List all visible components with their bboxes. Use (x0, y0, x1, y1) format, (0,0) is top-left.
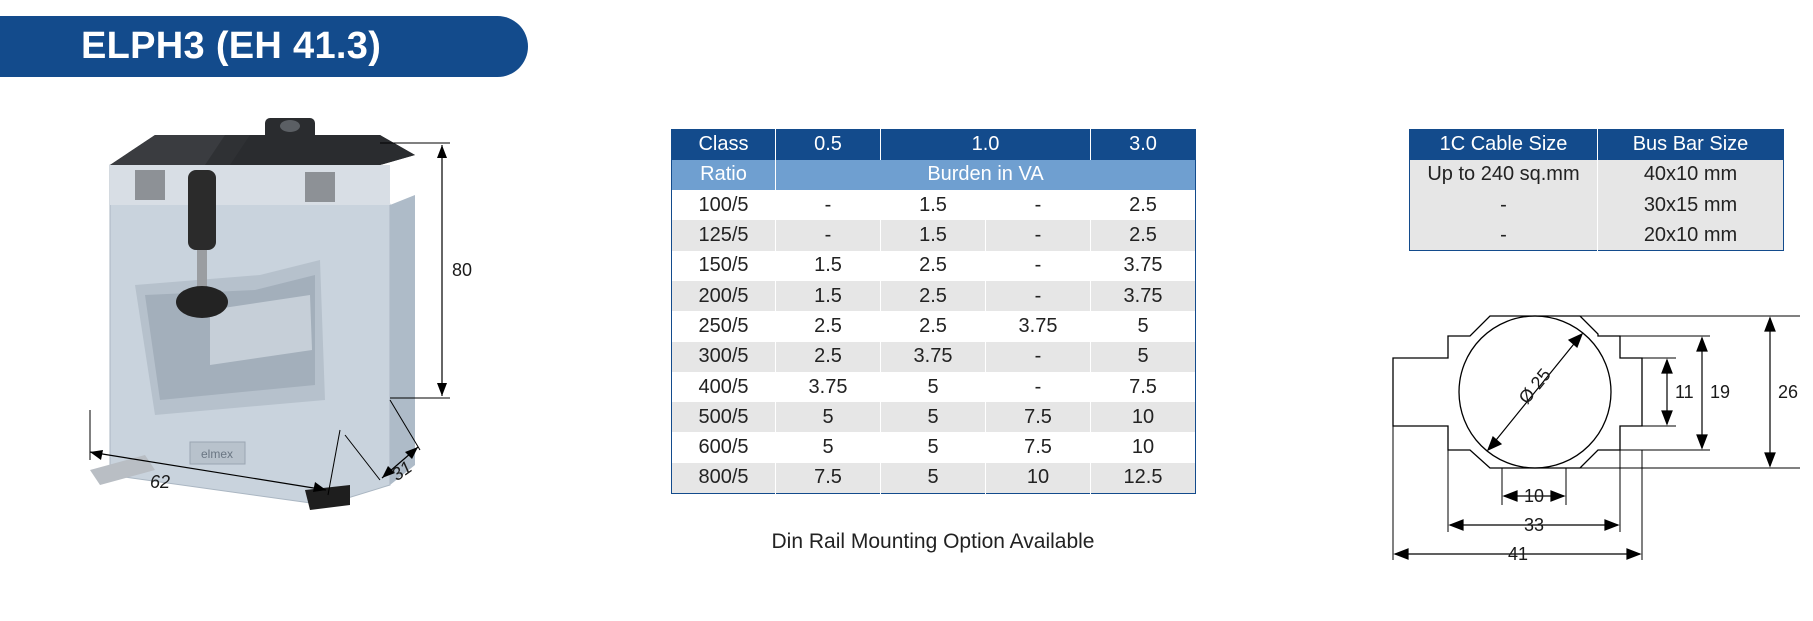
table-cell: 5 (775, 402, 881, 433)
table-cell: 1.5 (880, 190, 986, 221)
table-cell: 3.75 (775, 371, 881, 403)
dim-26: 26 (1778, 382, 1798, 402)
table-cell: 2.5 (1090, 190, 1196, 221)
table-cell: - (985, 220, 1091, 251)
header-cell: Bus Bar Size (1597, 129, 1784, 160)
table-cell: 300/5 (671, 341, 776, 372)
product-image: elmex 80 62 31 (60, 110, 490, 590)
table-row: 600/5 5 5 7.5 10 (671, 432, 1196, 463)
table-cell: 5 (775, 432, 881, 463)
table-cell: 20x10 mm (1597, 220, 1784, 251)
table-row: 800/5 7.5 5 10 12.5 (671, 462, 1196, 494)
table-cell: 5 (880, 402, 986, 433)
table-cell: 10 (1090, 402, 1196, 433)
header-cell: Burden in VA (775, 159, 1196, 191)
table-cell: 7.5 (775, 462, 881, 494)
diameter-label: Ø 25 (1515, 365, 1555, 408)
table-row: 100/5 - 1.5 - 2.5 (671, 190, 1196, 221)
dim-33: 33 (1524, 515, 1544, 535)
table-cell: Up to 240 sq.mm (1409, 159, 1598, 191)
table-cell: - (985, 190, 1091, 221)
table-cell: 125/5 (671, 220, 776, 251)
dim-11: 11 (1675, 382, 1694, 402)
table-cell: 100/5 (671, 190, 776, 221)
table-subheader-row: Ratio Burden in VA (671, 159, 1196, 191)
table-cell: - (985, 341, 1091, 372)
table-cell: - (985, 250, 1091, 281)
table-cell: 3.75 (985, 311, 1091, 342)
table-cell: 10 (1090, 432, 1196, 463)
cable-size-table: 1C Cable Size Bus Bar Size Up to 240 sq.… (1409, 129, 1784, 252)
table-cell: 7.5 (1090, 371, 1196, 403)
table-cell: 5 (880, 371, 986, 403)
table-cell: 5 (1090, 311, 1196, 342)
header-cell: Ratio (671, 159, 776, 191)
table-cell: 7.5 (985, 432, 1091, 463)
table-cell: 10 (985, 462, 1091, 494)
table-cell: 5 (1090, 341, 1196, 372)
table-cell: - (985, 371, 1091, 403)
table-cell: 2.5 (775, 341, 881, 372)
table-cell: 500/5 (671, 402, 776, 433)
table-cell: - (775, 190, 881, 221)
dim-10: 10 (1524, 486, 1544, 506)
table-row: 200/5 1.5 2.5 - 3.75 (671, 280, 1196, 312)
window-dimension-drawing: Ø 25 11 19 26 10 33 41 (1380, 300, 1800, 600)
page-title: ELPH3 (EH 41.3) (81, 25, 382, 67)
table-cell: 1.5 (775, 280, 881, 312)
table-row: - 20x10 mm (1409, 220, 1784, 251)
table-cell: 40x10 mm (1597, 159, 1784, 191)
table-cell: 2.5 (775, 311, 881, 342)
table-cell: 600/5 (671, 432, 776, 463)
ratio-burden-table: Class 0.5 1.0 3.0 Ratio Burden in VA 100… (671, 129, 1196, 494)
table-cell: 2.5 (880, 250, 986, 281)
table-row: 125/5 - 1.5 - 2.5 (671, 220, 1196, 251)
dim-height: 80 (452, 260, 472, 280)
table-cell: 800/5 (671, 462, 776, 494)
din-rail-note: Din Rail Mounting Option Available (771, 530, 1095, 553)
aperture-diagram: Ø 25 11 19 26 10 33 41 (1392, 315, 1800, 564)
table-cell: 2.5 (880, 311, 986, 342)
table-cell: 7.5 (985, 402, 1091, 433)
table-header-row: Class 0.5 1.0 3.0 (671, 129, 1196, 160)
table-cell: - (985, 280, 1091, 312)
table-cell: 2.5 (1090, 220, 1196, 251)
table-cell: 3.75 (1090, 250, 1196, 281)
table-cell: 200/5 (671, 280, 776, 312)
table-cell: 3.75 (880, 341, 986, 372)
table-row: - 30x15 mm (1409, 190, 1784, 221)
table-row: 400/5 3.75 5 - 7.5 (671, 371, 1196, 403)
table-cell: 5 (880, 432, 986, 463)
brand-label: elmex (201, 447, 233, 461)
dim-41: 41 (1508, 544, 1528, 564)
table-row: 500/5 5 5 7.5 10 (671, 402, 1196, 433)
table-cell: 1.5 (880, 220, 986, 251)
table-row: Up to 240 sq.mm 40x10 mm (1409, 159, 1784, 191)
table-row: 300/5 2.5 3.75 - 5 (671, 341, 1196, 372)
table-header-row: 1C Cable Size Bus Bar Size (1409, 129, 1784, 160)
table-cell: 12.5 (1090, 462, 1196, 494)
header-cell: 3.0 (1090, 129, 1196, 160)
table-cell: 3.75 (1090, 280, 1196, 312)
table-cell: - (1409, 220, 1598, 251)
table-cell: - (1409, 190, 1598, 221)
table-cell: 2.5 (880, 280, 986, 312)
table-cell: 150/5 (671, 250, 776, 281)
header-cell: 1.0 (880, 129, 1091, 160)
table-cell: 400/5 (671, 371, 776, 403)
header-cell: 1C Cable Size (1409, 129, 1598, 160)
table-row: 150/5 1.5 2.5 - 3.75 (671, 250, 1196, 281)
table-cell: 30x15 mm (1597, 190, 1784, 221)
header-cell: Class (671, 129, 776, 160)
table-cell: 5 (880, 462, 986, 494)
current-transformer-illustration: elmex 80 62 31 (89, 118, 472, 510)
dim-width: 62 (150, 472, 170, 492)
table-cell: 1.5 (775, 250, 881, 281)
table-cell: 250/5 (671, 311, 776, 342)
title-banner: ELPH3 (EH 41.3) (0, 16, 528, 77)
dim-19: 19 (1710, 382, 1730, 402)
header-cell: 0.5 (775, 129, 881, 160)
table-cell: - (775, 220, 881, 251)
table-row: 250/5 2.5 2.5 3.75 5 (671, 311, 1196, 342)
